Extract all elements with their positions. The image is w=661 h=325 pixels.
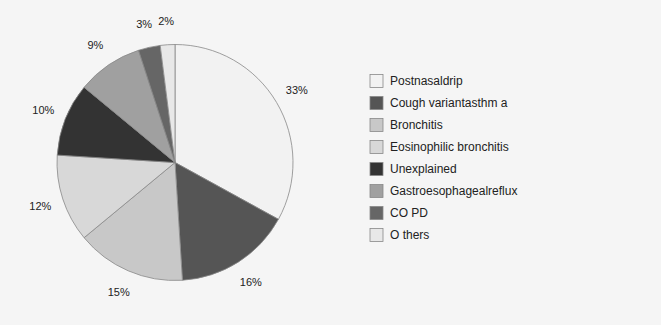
legend-item: Eosinophilic bronchitis <box>370 140 509 154</box>
legend-label: CO PD <box>390 206 428 220</box>
legend-swatch <box>370 163 383 176</box>
legend-swatch <box>370 207 383 220</box>
legend-label: Gastroesophagealreflux <box>390 184 517 198</box>
data-label: 3% <box>136 18 152 30</box>
legend-label: Bronchitis <box>390 118 443 132</box>
data-label: 15% <box>108 286 130 298</box>
pie-slice <box>139 45 175 162</box>
data-labels: 33% 16% 15% 12% 10% 9% 3% 2% <box>29 15 308 298</box>
legend-swatch <box>370 141 383 154</box>
pie-slice <box>160 45 175 163</box>
legend-label: Unexplained <box>390 162 457 176</box>
legend-item: Cough variantasthm a <box>370 96 508 110</box>
pie <box>57 45 293 281</box>
legend-swatch <box>370 75 383 88</box>
pie-slice <box>175 163 278 281</box>
legend-label: Cough variantasthm a <box>390 96 508 110</box>
legend-label: O thers <box>390 228 429 242</box>
legend-item: Unexplained <box>370 162 457 176</box>
data-label: 33% <box>286 84 308 96</box>
legend-item: Gastroesophagealreflux <box>370 184 517 198</box>
pie-slice <box>57 155 175 238</box>
data-label: 10% <box>32 104 54 116</box>
legend-label: Postnasaldrip <box>390 74 463 88</box>
data-label: 2% <box>158 15 174 27</box>
legend-swatch <box>370 97 383 110</box>
legend-item: CO PD <box>370 206 428 220</box>
legend-swatch <box>370 229 383 242</box>
data-label: 16% <box>240 276 262 288</box>
chart-root: 33% 16% 15% 12% 10% 9% 3% 2% Postnasaldrip Cough … <box>0 0 661 325</box>
data-label: 12% <box>29 200 51 212</box>
legend-swatch <box>370 185 383 198</box>
legend-item: Postnasaldrip <box>370 74 463 88</box>
legend-item: Bronchitis <box>370 118 443 132</box>
data-label: 9% <box>87 39 103 51</box>
legend: Postnasaldrip Cough variantasthm a Bronchi… <box>370 74 517 242</box>
legend-item: O thers <box>370 228 429 242</box>
legend-swatch <box>370 119 383 132</box>
legend-label: Eosinophilic bronchitis <box>390 140 509 154</box>
